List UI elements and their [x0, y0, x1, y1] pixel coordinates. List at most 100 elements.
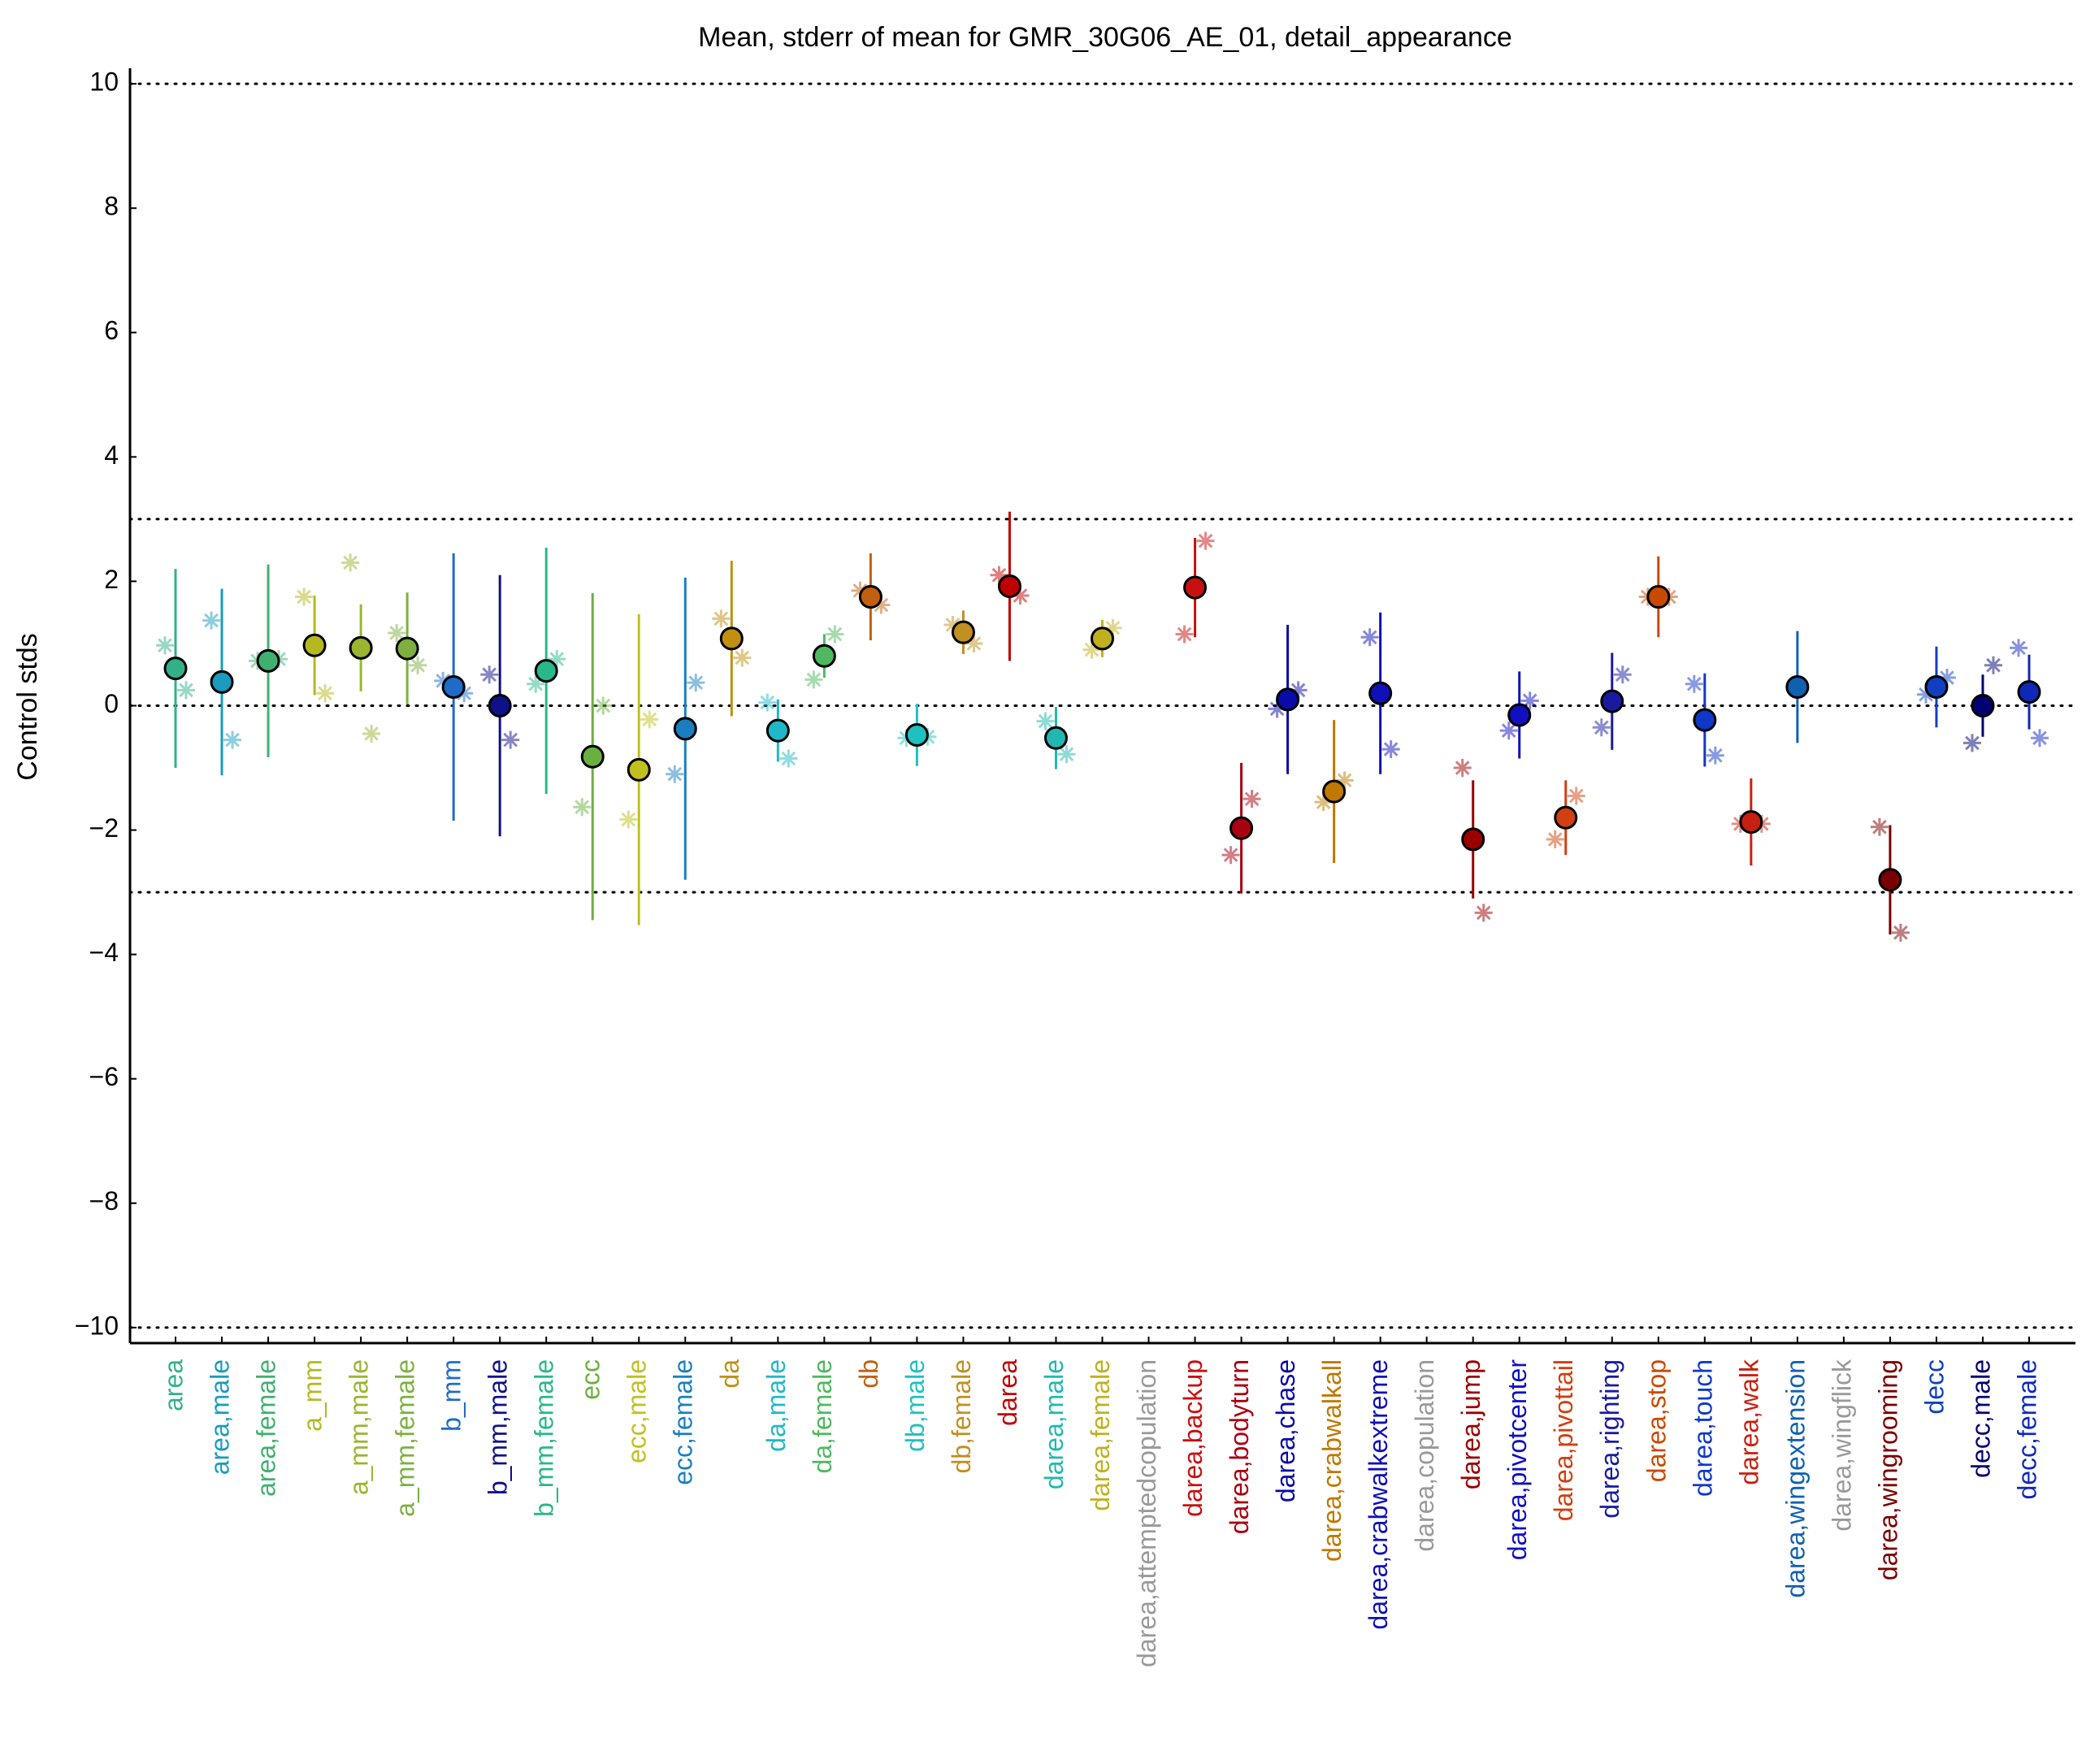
x-tick-label: darea,crabwalkextreme [1364, 1359, 1393, 1630]
y-tick-label: 2 [104, 565, 119, 594]
y-tick-label: −2 [89, 813, 119, 843]
star-marker [1196, 531, 1215, 550]
x-tick-label: area,male [205, 1359, 234, 1475]
x-tick-label: db,female [947, 1359, 976, 1474]
mean-marker [1091, 626, 1114, 651]
x-tick-label: darea,chase [1271, 1359, 1300, 1502]
star-marker [223, 730, 242, 749]
y-tick-label: 6 [104, 316, 119, 345]
x-tick-label: darea,touch [1688, 1359, 1717, 1497]
mean-marker [812, 644, 836, 668]
star-marker [1499, 722, 1518, 740]
star-marker [156, 636, 174, 655]
x-tick-label: a_mm,male [345, 1359, 374, 1495]
mean-marker [1461, 827, 1485, 852]
x-tick-label: darea,wingextension [1780, 1359, 1810, 1598]
mean-marker [673, 717, 697, 741]
x-tick-label: area,female [252, 1359, 281, 1497]
mean-marker [1785, 675, 1810, 700]
star-marker [779, 749, 798, 768]
mean-marker [997, 574, 1021, 599]
mean-marker [719, 626, 744, 651]
star-marker [1520, 691, 1539, 710]
mean-marker [1600, 689, 1624, 713]
x-tick-label: decc,male [1966, 1359, 1995, 1478]
star-marker [851, 581, 870, 600]
mean-marker [163, 657, 188, 681]
x-tick-label: darea,crabwalkall [1317, 1359, 1347, 1562]
star-marker [1984, 656, 2002, 674]
x-tick-label: decc [1919, 1359, 1949, 1415]
star-marker [434, 671, 453, 690]
star-marker [1613, 665, 1632, 684]
star-marker [1082, 640, 1101, 659]
x-tick-label: db [854, 1359, 883, 1389]
x-tick-label: da,male [761, 1359, 791, 1452]
mean-marker [1368, 681, 1393, 705]
mean-marker [441, 675, 466, 700]
x-tick-label: darea,attemptedcopulation [1132, 1359, 1161, 1667]
x-tick-label: b_mm [437, 1359, 466, 1432]
mean-marker [1043, 726, 1068, 750]
mean-marker [349, 635, 373, 660]
star-marker [619, 810, 638, 829]
star-marker [1057, 745, 1076, 764]
x-tick-label: darea,wingrooming [1873, 1359, 1902, 1580]
star-marker [1962, 734, 1981, 752]
chart-title: Mean, stderr of mean for GMR_30G06_AE_01… [698, 22, 1512, 53]
star-marker [1567, 787, 1585, 805]
mean-marker [256, 648, 280, 673]
star-marker [1891, 923, 1910, 942]
mean-marker [534, 659, 558, 683]
star-marker [965, 634, 983, 652]
mean-marker [1739, 810, 1763, 834]
x-tick-label: ecc [576, 1359, 605, 1400]
star-marker [1011, 587, 1030, 605]
mean-marker [1322, 779, 1347, 804]
star-marker [872, 596, 891, 614]
star-marker [666, 765, 684, 783]
star-marker [1221, 846, 1240, 865]
star-marker [177, 681, 195, 700]
mean-marker [1276, 687, 1300, 712]
star-marker [1546, 830, 1564, 849]
mean-marker [1646, 585, 1671, 609]
x-tick-label: darea,righting [1595, 1359, 1624, 1519]
mean-marker [765, 718, 790, 743]
star-marker [1036, 712, 1055, 730]
star-marker [1685, 674, 1703, 693]
x-tick-label: a_mm,female [391, 1359, 420, 1517]
star-marker [1937, 669, 1956, 687]
star-marker [1706, 746, 1724, 765]
star-marker [1360, 628, 1379, 647]
x-tick-label: b_mm,female [530, 1359, 559, 1517]
mean-marker [951, 620, 975, 644]
star-marker [480, 665, 499, 684]
star-marker [594, 696, 613, 715]
mean-marker [580, 744, 605, 769]
y-tick-label: 4 [104, 440, 119, 470]
mean-marker [488, 694, 512, 717]
star-marker [202, 611, 221, 630]
y-tick-label: 8 [104, 192, 119, 221]
star-marker [295, 587, 314, 606]
mean-marker [627, 757, 651, 782]
mean-marker [1971, 694, 1995, 717]
star-marker [1474, 904, 1493, 922]
star-marker [640, 710, 659, 729]
star-marker [1381, 740, 1400, 759]
star-marker [826, 625, 844, 644]
x-tick-label: darea,copulation [1410, 1359, 1439, 1552]
star-marker [1453, 759, 1472, 778]
star-marker [1242, 790, 1261, 808]
x-tick-label: da [715, 1359, 744, 1389]
x-tick-label: ecc,female [669, 1359, 698, 1485]
star-marker [1916, 685, 1935, 704]
y-tick-label: −4 [89, 938, 119, 967]
mean-marker [1507, 703, 1532, 727]
x-tick-label: b_mm,male [484, 1359, 513, 1495]
y-tick-label: −6 [89, 1062, 119, 1091]
star-marker [573, 798, 592, 817]
x-tick-label: darea,backup [1178, 1359, 1208, 1517]
star-marker [1175, 625, 1194, 644]
